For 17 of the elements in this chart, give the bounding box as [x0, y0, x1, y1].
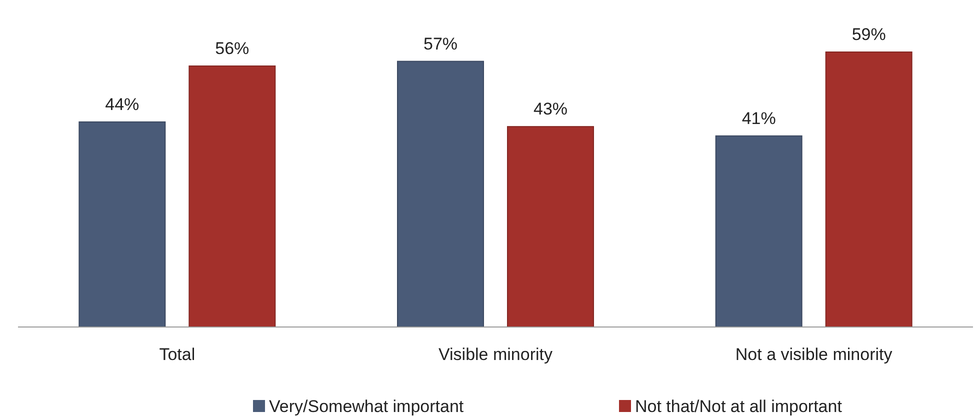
data-label: 44%	[105, 94, 140, 114]
data-label: 43%	[533, 100, 568, 119]
bar	[825, 52, 912, 328]
data-label: 56%	[215, 38, 250, 58]
bar	[188, 65, 276, 328]
bar	[507, 126, 594, 328]
bar	[715, 135, 802, 328]
data-label: 41%	[742, 108, 776, 128]
data-label: 57%	[423, 34, 458, 54]
data-label: 59%	[852, 25, 886, 44]
bar	[397, 60, 484, 328]
bar	[78, 121, 166, 328]
legend-label: Not that/Not at all important	[635, 397, 842, 416]
legend-label: Very/Somewhat important	[269, 397, 464, 416]
x-tick-label: Not a visible minority	[735, 345, 893, 364]
x-tick-label: Total	[159, 345, 196, 364]
x-tick-label: Visible minority	[438, 345, 553, 364]
